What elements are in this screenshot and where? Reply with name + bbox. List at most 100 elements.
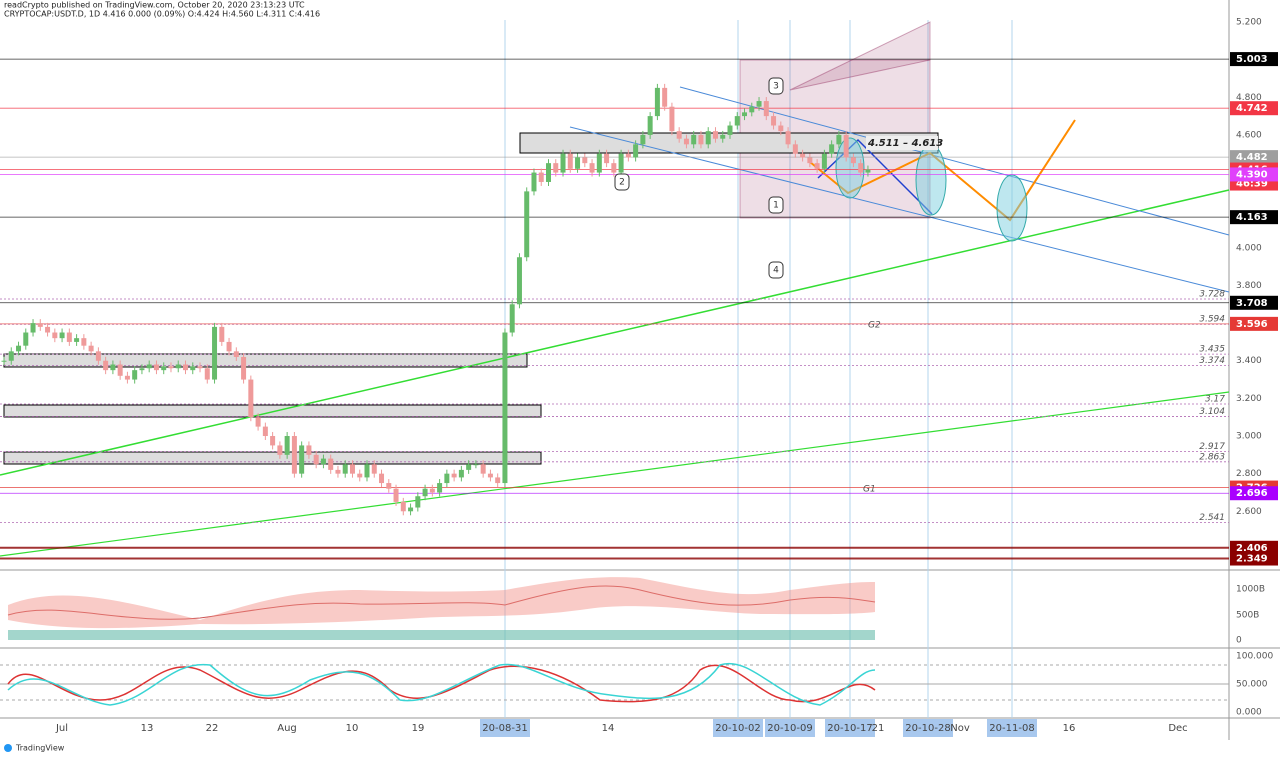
candle-body <box>662 87 668 107</box>
candle-body <box>349 464 355 474</box>
oscillator-axis-label: 50.000 <box>1236 680 1268 690</box>
candle-body <box>52 332 58 339</box>
candle-body <box>538 172 544 182</box>
candle-body <box>807 157 813 164</box>
price-badge <box>1230 52 1278 67</box>
candle-body <box>742 112 748 117</box>
price-badge <box>1230 150 1278 165</box>
annotation: 4 <box>773 266 779 276</box>
candle-body <box>495 477 501 484</box>
candle-body <box>328 458 334 470</box>
annotation: 2 <box>619 178 625 188</box>
x-tick-label: 22 <box>206 723 219 734</box>
y-tick-label: 3.000 <box>1236 432 1262 442</box>
x-label-highlight <box>987 719 1037 737</box>
candle-body <box>364 464 370 478</box>
candle-body <box>291 436 297 474</box>
candle-body <box>451 473 457 478</box>
x-tick-label: 20-10-09 <box>767 723 812 734</box>
candle-body <box>306 445 312 455</box>
x-label-highlight <box>713 719 763 737</box>
candle-body <box>393 488 399 502</box>
candle-body <box>132 370 138 380</box>
annotation: 4.511 – 4.613 <box>867 138 943 149</box>
candle-body <box>553 163 559 173</box>
candle-body <box>59 332 65 339</box>
x-tick-label: Dec <box>1168 723 1187 734</box>
annotation: 3 <box>773 82 779 92</box>
candle-body <box>262 426 268 437</box>
candle-body <box>850 157 856 164</box>
x-tick-label: 20-11-08 <box>989 723 1034 734</box>
candle-body <box>843 134 849 158</box>
volume-average <box>7 585 876 620</box>
candle-body <box>117 364 123 376</box>
candle-body <box>487 473 493 478</box>
candle-body <box>691 134 697 145</box>
candle-body <box>516 257 522 305</box>
candle-body <box>763 101 769 117</box>
x-label-highlight <box>825 719 875 737</box>
price-badge <box>1230 551 1278 566</box>
y-tick-label: 2.600 <box>1236 507 1262 517</box>
oscillator-axis-label: 0.000 <box>1236 708 1262 718</box>
candle-body <box>582 157 588 164</box>
volume-bars <box>8 630 875 640</box>
candle-body <box>408 507 414 512</box>
candle-body <box>720 134 726 139</box>
candle-body <box>190 366 196 371</box>
candle-body <box>444 473 450 484</box>
candle-body <box>458 469 464 478</box>
range-label-bg <box>866 136 938 150</box>
candle-body <box>248 379 254 418</box>
y-tick-label: 4.800 <box>1236 93 1262 103</box>
candle-body <box>858 163 864 173</box>
header-line: readCrypto published on TradingView.com,… <box>4 1 305 10</box>
callout <box>768 196 784 214</box>
candles <box>1 83 871 516</box>
volume-axis-label: 500B <box>1236 611 1259 621</box>
candle-body <box>575 157 581 169</box>
x-tick-label: 13 <box>141 723 154 734</box>
candle-body <box>219 326 225 342</box>
footer <box>0 740 1280 757</box>
candle-body <box>153 364 159 371</box>
osc-signal <box>7 662 876 706</box>
x-tick-label: 20-10-17 <box>827 723 872 734</box>
candle-body <box>567 153 573 169</box>
candle-body <box>357 473 363 478</box>
y-tick-label: 4.000 <box>1236 243 1262 253</box>
candle-body <box>146 364 152 369</box>
candle-body <box>335 469 341 474</box>
candle-body <box>37 323 43 327</box>
price-badge-label: 3.708 <box>1236 298 1268 309</box>
x-tick-label: Jul <box>55 723 68 734</box>
candle-body <box>284 436 290 455</box>
candle-body <box>437 483 443 493</box>
price-badge-label: 2.406 <box>1236 543 1268 554</box>
y-tick-label: 4.600 <box>1236 130 1262 140</box>
candle-body <box>74 338 80 342</box>
level-label: 2.863 <box>1199 452 1225 462</box>
price-badge <box>1230 295 1278 310</box>
candle-body <box>233 351 239 357</box>
candle-body <box>277 445 283 455</box>
candle-body <box>771 116 777 126</box>
candle-body <box>531 172 537 192</box>
candle-body <box>299 445 305 474</box>
x-tick-label: 19 <box>412 723 425 734</box>
candle-body <box>712 131 718 139</box>
volume-axis-label: 1000B <box>1236 585 1265 595</box>
candle-body <box>212 326 218 380</box>
candle-body <box>546 163 551 182</box>
callout <box>768 77 784 95</box>
candle-body <box>654 87 660 117</box>
oscillator-axis-label: 100.000 <box>1236 652 1273 662</box>
candle-body <box>800 153 806 158</box>
level-label: 3.594 <box>1199 315 1225 325</box>
candle-body <box>379 473 385 484</box>
candle-body <box>23 332 29 346</box>
x-tick-label: 21 <box>872 723 885 734</box>
